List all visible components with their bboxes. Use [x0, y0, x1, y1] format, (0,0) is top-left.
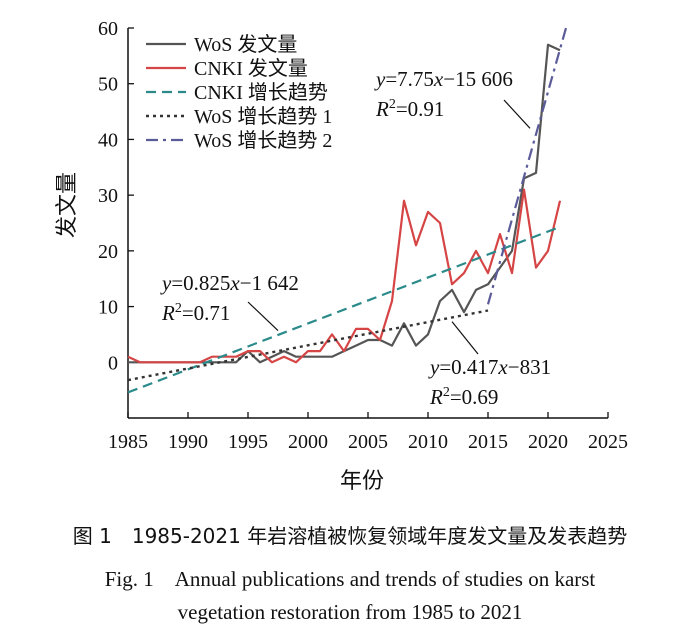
x-tick-label: 2010: [408, 431, 448, 453]
regression-equation-3: y=7.75x−15 606: [374, 67, 513, 91]
x-tick-label: 2000: [288, 431, 328, 453]
x-tick-label: 1985: [108, 431, 148, 453]
figure-caption-english-line-2: vegetation restoration from 1985 to 2021: [177, 600, 523, 624]
annotation-pointer-1: [247, 301, 279, 331]
figure-caption-chinese: 图 1 1985-2021 年岩溶植被恢复领域年度发文量及发表趋势: [72, 524, 628, 548]
legend-label-4: WoS 增长趋势 1: [194, 105, 332, 128]
y-tick-label: 30: [98, 185, 118, 207]
r-squared-1: R2=0.71: [161, 301, 230, 325]
y-tick-label: 10: [98, 297, 118, 319]
series-line-4: [127, 309, 489, 382]
y-tick-label: 60: [98, 18, 118, 40]
y-tick-label: 0: [108, 352, 118, 374]
chart: 1985 1990 1995 2000 2005 2010 2015 2020 2025 0 10 2…: [55, 18, 628, 494]
legend-label-3: CNKI 增长趋势: [194, 81, 328, 104]
legend-label-2: CNKI 发文量: [194, 57, 308, 80]
x-tick-label: 1990: [168, 431, 208, 453]
series-line-2: [127, 188, 562, 364]
r-squared-3: R2=0.91: [375, 97, 444, 121]
y-tick-label: 50: [98, 74, 118, 96]
y-tick-label: 40: [98, 129, 118, 151]
x-tick-label: 2020: [528, 431, 568, 453]
regression-equation-1: y=0.825x−1 642: [160, 271, 299, 295]
x-tick-label: 2015: [468, 431, 508, 453]
regression-equation-2: y=0.417x−831: [428, 355, 551, 379]
series-line-3: [127, 225, 561, 394]
x-tick-label: 2005: [348, 431, 388, 453]
legend-label-5: WoS 增长趋势 2: [194, 129, 332, 152]
x-tick-label: 1995: [228, 431, 268, 453]
legend-label-1: WoS 发文量: [194, 33, 297, 56]
y-tick-label: 20: [98, 241, 118, 263]
figure-caption-english-line-1: Fig. 1 Annual publications and trends of…: [104, 567, 596, 591]
r-squared-2: R2=0.69: [429, 385, 498, 409]
annotation-pointer-2: [451, 321, 479, 355]
y-axis-title: 发文量: [55, 172, 80, 238]
annotation-pointer-3: [503, 99, 531, 129]
x-axis-title: 年份: [340, 469, 384, 494]
series-line-5: [486, 27, 568, 305]
x-tick-label: 2025: [588, 431, 628, 453]
